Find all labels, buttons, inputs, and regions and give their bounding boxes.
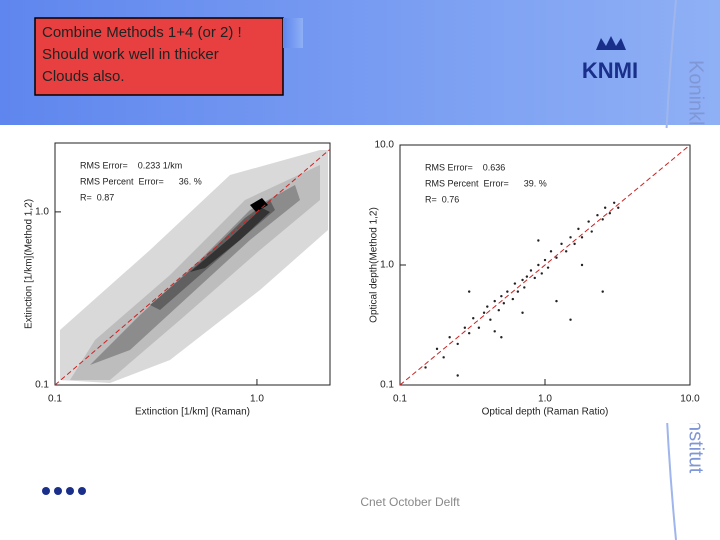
point bbox=[472, 317, 475, 320]
point bbox=[525, 275, 529, 278]
point bbox=[521, 278, 524, 282]
annotation: RMS Error= 0.233 1/km bbox=[80, 160, 182, 170]
point bbox=[601, 218, 604, 221]
y-tick-label: 10.0 bbox=[375, 140, 395, 151]
x-tick-label: 1.0 bbox=[250, 394, 264, 405]
point bbox=[448, 336, 451, 339]
footer: Cnet October Delft bbox=[360, 495, 460, 509]
logo: KNMI bbox=[582, 58, 638, 83]
point bbox=[521, 311, 524, 314]
point bbox=[555, 299, 558, 303]
y-axis-label: Extinction [1/km](Method 1,2) bbox=[24, 199, 35, 329]
point bbox=[601, 290, 604, 293]
point bbox=[513, 282, 517, 285]
point bbox=[612, 201, 616, 204]
point bbox=[580, 236, 584, 239]
point bbox=[497, 309, 500, 312]
title-box bbox=[34, 17, 284, 96]
title-line: Clouds also. bbox=[42, 68, 125, 85]
point bbox=[442, 356, 445, 359]
annotation: R= 0.76 bbox=[425, 194, 459, 204]
x-axis-label: Extinction [1/km] (Raman) bbox=[135, 407, 250, 418]
point bbox=[523, 286, 526, 289]
point bbox=[467, 332, 471, 335]
annotation: RMS Percent Error= 39. % bbox=[425, 178, 547, 188]
point bbox=[564, 250, 568, 253]
diagonal bbox=[54, 148, 331, 386]
side-text: nstitut bbox=[685, 420, 707, 474]
x-axis-label: Optical depth (Raman Ratio) bbox=[482, 407, 609, 418]
point bbox=[456, 374, 459, 377]
point bbox=[569, 318, 572, 321]
bullets bbox=[42, 487, 86, 495]
x-tick-label: 1.0 bbox=[538, 394, 552, 405]
clip-mask bbox=[283, 18, 303, 48]
point bbox=[435, 347, 439, 351]
point bbox=[493, 299, 496, 303]
diagonal bbox=[399, 144, 691, 386]
point bbox=[477, 326, 481, 329]
annotation: RMS Error= 0.636 bbox=[425, 162, 505, 172]
side-text: Koninkl bbox=[685, 60, 707, 126]
point bbox=[590, 230, 593, 233]
plot-frame bbox=[54, 142, 331, 386]
point bbox=[617, 206, 620, 209]
y-axis-label: Optical depth(Method 1,2) bbox=[369, 207, 380, 323]
point bbox=[540, 272, 543, 275]
x-tick-label: 0.1 bbox=[393, 394, 407, 405]
point bbox=[533, 276, 536, 280]
point bbox=[511, 297, 515, 301]
point bbox=[424, 366, 427, 369]
point bbox=[463, 326, 467, 329]
point bbox=[489, 318, 492, 321]
point bbox=[500, 294, 503, 298]
title-line: Combine Methods 1+4 (or 2) ! bbox=[42, 24, 242, 41]
x-tick-label: 10.0 bbox=[680, 394, 700, 405]
crown bbox=[596, 36, 626, 50]
point bbox=[486, 305, 489, 308]
point bbox=[577, 227, 580, 231]
point bbox=[493, 330, 496, 333]
point bbox=[555, 256, 558, 259]
point bbox=[537, 263, 540, 267]
point bbox=[506, 290, 509, 293]
point bbox=[580, 263, 584, 267]
point bbox=[502, 302, 506, 305]
point bbox=[569, 236, 572, 239]
point bbox=[608, 212, 612, 215]
y-tick-label: 0.1 bbox=[380, 380, 394, 391]
point bbox=[516, 290, 520, 293]
point bbox=[543, 258, 547, 262]
y-tick-label: 0.1 bbox=[35, 380, 49, 391]
y-tick-label: 1.0 bbox=[380, 260, 394, 271]
point bbox=[560, 242, 563, 246]
point bbox=[500, 336, 503, 339]
point bbox=[529, 269, 533, 272]
point bbox=[467, 290, 471, 293]
point bbox=[549, 250, 553, 253]
point bbox=[456, 342, 459, 346]
x-tick-label: 0.1 bbox=[48, 394, 62, 405]
point bbox=[603, 206, 607, 209]
annotation: RMS Percent Error= 36. % bbox=[80, 176, 202, 186]
point bbox=[573, 242, 576, 246]
point bbox=[482, 311, 486, 314]
point bbox=[537, 239, 540, 242]
point bbox=[587, 220, 590, 223]
point bbox=[596, 214, 599, 217]
contour-shading bbox=[60, 150, 328, 383]
title-line: Should work well in thicker bbox=[42, 46, 219, 63]
y-tick-label: 1.0 bbox=[35, 207, 49, 218]
annotation: R= 0.87 bbox=[80, 192, 114, 202]
point bbox=[546, 266, 550, 269]
